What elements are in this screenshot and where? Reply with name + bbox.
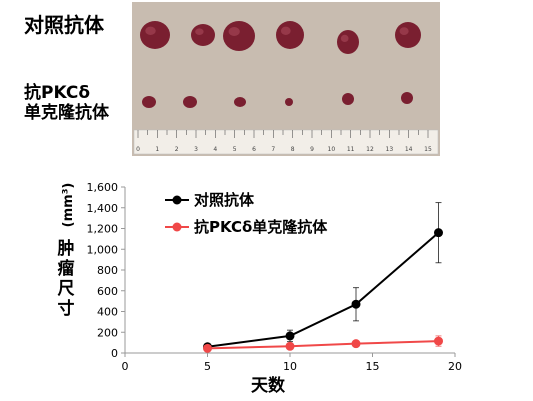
y-axis-title-char-3: 尺: [57, 279, 75, 299]
ruler-number: 1: [155, 146, 159, 153]
tumor-control-4: [276, 21, 304, 49]
x-tick-label: 10: [283, 360, 297, 373]
data-point: [434, 336, 443, 346]
tumor-control-highlight-5: [340, 34, 349, 43]
series-2: [203, 335, 443, 353]
data-point: [434, 228, 443, 238]
tumor-treated-3: [234, 97, 246, 107]
tumor-size-chart: 0 200 400 600 800 1,000 1,200 1,400 1,600 0 5 10 15…: [61, 181, 462, 396]
tumor-control-5: [337, 30, 359, 54]
data-point: [285, 331, 295, 341]
ruler-number: 6: [252, 146, 256, 153]
row-label-pkc-line2: 单克隆抗体: [24, 102, 109, 123]
y-tick-label: 1,600: [87, 181, 119, 194]
series-line: [207, 231, 440, 348]
legend-marker: [172, 222, 182, 232]
data-point: [351, 299, 361, 309]
x-tick-label: 20: [448, 360, 462, 373]
ruler-number: 11: [347, 146, 355, 153]
tumor-treated-5: [342, 93, 354, 105]
y-axis-title-char-1: 肿: [57, 239, 75, 259]
y-axis-ticks: 0 200 400 600 800 1,000 1,200 1,400 1,600: [87, 181, 125, 360]
legend-label: 抗PKCδ单克隆抗体: [194, 218, 328, 236]
y-axis-title-char-2: 瘤: [57, 259, 75, 279]
y-tick-label: 600: [97, 285, 118, 298]
tumor-control-highlight-6: [399, 27, 409, 35]
data-point: [203, 343, 212, 353]
ruler-number: 12: [366, 146, 374, 153]
y-tick-label: 800: [97, 264, 118, 277]
row-label-pkc-antibody: 抗PKCδ 单克隆抗体: [24, 83, 109, 123]
tumor-row-control: [140, 21, 421, 54]
tumor-treated-1: [142, 96, 156, 108]
y-axis-title: 肿 瘤 尺 寸: [56, 239, 76, 319]
legend-label: 对照抗体: [194, 191, 255, 209]
ruler-number: 0: [136, 146, 140, 153]
data-point: [285, 341, 295, 351]
row-label-pkc-line1: 抗PKCδ: [24, 83, 91, 103]
ruler-number: 7: [271, 146, 275, 153]
ruler-number: 3: [194, 146, 198, 153]
ruler-ticks: 0 1 2 3 4 5 6 7 8 9 10 11 12 13 14 15: [136, 130, 432, 153]
tumor-control-6: [395, 22, 421, 48]
y-tick-label: 400: [97, 306, 118, 319]
y-tick-label: 1,000: [87, 243, 119, 256]
data-point: [351, 339, 361, 349]
ruler-number: 5: [233, 146, 237, 153]
y-tick-label: 1,200: [87, 223, 119, 236]
tumor-treated-4: [285, 98, 293, 106]
x-tick-label: 15: [366, 360, 380, 373]
y-tick-label: 0: [111, 347, 118, 360]
y-tick-label: 1,400: [87, 202, 119, 215]
ruler-number: 8: [291, 146, 295, 153]
tumor-control-3: [223, 21, 255, 51]
legend-marker: [172, 195, 182, 205]
ruler-number: 15: [424, 146, 432, 153]
y-axis-title-char-4: 寸: [57, 299, 75, 319]
tumor-control-1: [140, 21, 170, 49]
ruler-number: 2: [175, 146, 179, 153]
ruler: [133, 129, 439, 155]
y-tick-label: 200: [97, 326, 118, 339]
tumor-control-2: [191, 24, 215, 46]
tumor-control-highlight-4: [280, 26, 291, 35]
series-layer: [203, 202, 443, 353]
tumor-treated-6: [401, 92, 413, 104]
tumor-treated-2: [183, 96, 197, 108]
ruler-number: 9: [310, 146, 314, 153]
ruler-number: 10: [328, 146, 336, 153]
x-tick-label: 0: [122, 360, 129, 373]
ruler-number: 13: [386, 146, 394, 153]
x-axis-ticks: 0 5 10 15 20: [122, 353, 462, 373]
x-tick-label: 5: [204, 360, 211, 373]
x-axis-title: 天数: [251, 375, 286, 396]
tumor-control-highlight-1: [145, 26, 156, 35]
ruler-number: 14: [405, 146, 413, 153]
tumor-row-treated: [142, 92, 413, 108]
ruler-number: 4: [213, 146, 217, 153]
tumor-photo: 0 1 2 3 4 5 6 7 8 9 10 11 12 13 14 15: [132, 2, 440, 156]
series-line: [207, 340, 439, 350]
row-label-control-antibody: 对照抗体: [24, 13, 104, 37]
y-axis-unit: (mm³): [61, 183, 76, 228]
tumor-control-highlight-2: [195, 28, 204, 35]
tumor-control-highlight-3: [228, 27, 240, 36]
